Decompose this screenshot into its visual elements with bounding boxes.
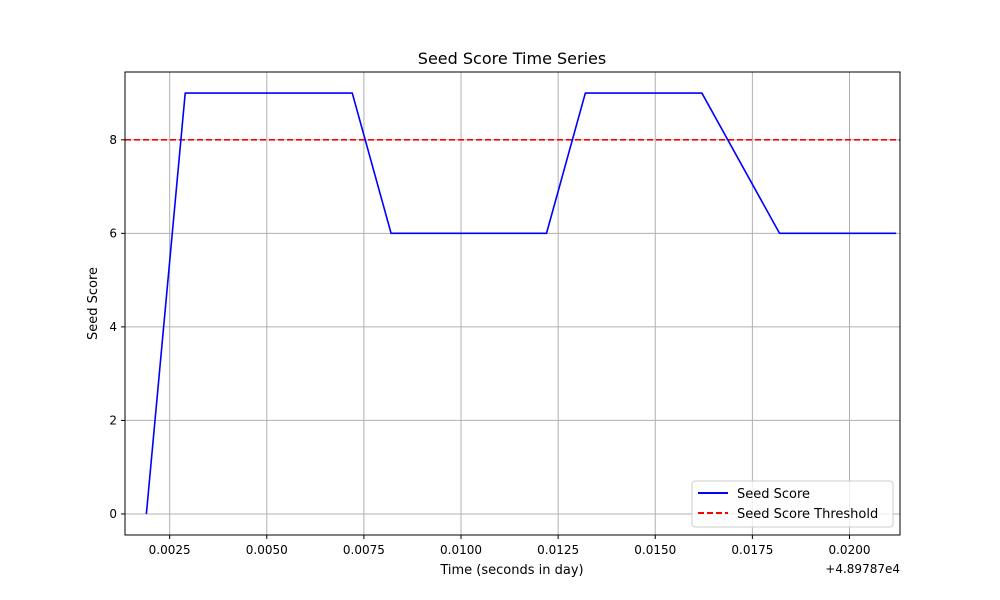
- plot-frame: [124, 71, 901, 536]
- series-layer: [145, 92, 897, 515]
- x-axis-ticks: 0.0025 0.0050 0.0075 0.0100 0.0125 0.0150 0.01…: [149, 535, 870, 557]
- y-tick-label: 2: [109, 413, 117, 427]
- x-tick-label: 0.0025: [149, 543, 191, 557]
- legend: Seed Score Seed Score Threshold: [691, 480, 894, 528]
- legend-label-threshold: Seed Score Threshold: [737, 507, 878, 522]
- y-tick-label: 0: [109, 507, 117, 521]
- series-line-seed-score: [145, 92, 897, 515]
- chart-title: Seed Score Time Series: [418, 49, 606, 68]
- grid: [125, 72, 900, 535]
- x-tick-label: 0.0100: [440, 543, 482, 557]
- plot-area: [125, 72, 900, 535]
- x-tick-label: 0.0175: [731, 543, 773, 557]
- x-axis-offset-label: +4.89787e4: [825, 562, 900, 576]
- y-tick-label: 6: [109, 226, 117, 240]
- x-tick-label: 0.0125: [537, 543, 579, 557]
- legend-label-seed-score: Seed Score: [737, 487, 810, 502]
- x-tick-label: 0.0050: [246, 543, 288, 557]
- y-axis-label: Seed Score: [86, 267, 101, 340]
- x-axis-label: Time (seconds in day): [439, 563, 583, 578]
- y-tick-label: 8: [109, 133, 117, 147]
- y-tick-label: 4: [109, 320, 117, 334]
- legend-box: [691, 480, 894, 528]
- y-axis-ticks: 0 2 4 6 8: [109, 133, 125, 521]
- x-tick-label: 0.0150: [634, 543, 676, 557]
- x-tick-label: 0.0075: [343, 543, 385, 557]
- x-tick-label: 0.0200: [828, 543, 870, 557]
